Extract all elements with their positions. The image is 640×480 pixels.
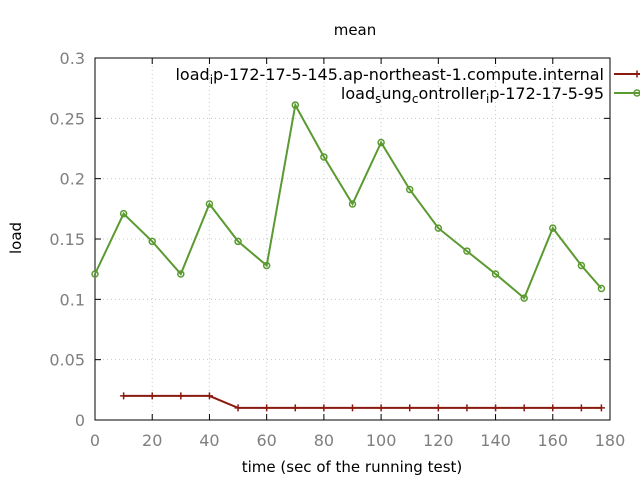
series-line: [123, 394, 602, 409]
series-line: [94, 102, 603, 300]
data-point: [549, 224, 557, 232]
data-point: [291, 101, 300, 109]
data-point: [463, 247, 471, 255]
data-point: [291, 404, 299, 412]
data-point: [349, 404, 356, 412]
data-point: [234, 404, 242, 412]
x-tick-label: 100: [366, 431, 397, 450]
series-2: [91, 101, 606, 302]
y-tick-label: 0.3: [60, 49, 85, 68]
data-point: [262, 261, 271, 270]
data-point: [205, 392, 213, 400]
x-tick-label: 120: [423, 431, 454, 450]
y-tick-label: 0.15: [49, 230, 85, 249]
data-point: [577, 404, 585, 412]
data-point: [597, 404, 605, 412]
data-point: [119, 209, 128, 218]
x-tick-label: 40: [199, 431, 219, 450]
data-point: [463, 404, 471, 412]
series-1: [120, 392, 605, 412]
data-point: [320, 404, 328, 412]
data-point: [597, 284, 606, 293]
data-point: [177, 270, 185, 278]
data-point: [577, 261, 586, 270]
data-point: [406, 404, 414, 412]
data-point: [91, 270, 99, 278]
data-point: [148, 237, 156, 246]
legend-swatch-marker: [633, 70, 640, 78]
legend-label: loadip-172-17-5-145.ap-northeast-1.compu…: [175, 65, 604, 87]
data-point: [320, 153, 328, 161]
data-point: [520, 404, 528, 412]
data-point: [492, 404, 500, 412]
data-point: [491, 270, 500, 278]
data-point: [434, 404, 442, 412]
data-point: [205, 200, 214, 208]
legend: loadip-172-17-5-145.ap-northeast-1.compu…: [175, 65, 640, 106]
x-axis-title: time (sec of the running test): [242, 458, 463, 476]
axis-layer: [94, 57, 611, 421]
y-tick-label: 0.25: [49, 109, 85, 128]
chart-title: mean: [334, 21, 377, 39]
data-point: [549, 404, 557, 412]
data-point: [120, 392, 128, 400]
y-tick-label: 0.1: [60, 290, 85, 309]
y-tick-label: 0.2: [60, 170, 85, 189]
y-tick-label: 0.05: [49, 351, 85, 370]
x-tick-label: 0: [90, 431, 100, 450]
y-tick-label: 0: [75, 411, 85, 430]
x-tick-label: 60: [256, 431, 276, 450]
legend-entry-2: loadsungcontrollerip-172-17-5-95: [341, 84, 640, 106]
plot-frame: [94, 57, 611, 421]
grid-layer: [95, 58, 610, 420]
data-point: [377, 138, 385, 147]
data-point: [148, 392, 156, 400]
data-point: [434, 224, 443, 232]
x-tick-label: 140: [480, 431, 511, 450]
legend-entry-1: loadip-172-17-5-145.ap-northeast-1.compu…: [175, 65, 640, 87]
data-point: [377, 404, 385, 412]
data-point: [405, 185, 414, 194]
x-tick-label: 180: [595, 431, 626, 450]
data-point: [263, 404, 271, 412]
data-point: [348, 200, 357, 208]
data-point: [520, 294, 528, 302]
legend-label: loadsungcontrollerip-172-17-5-95: [341, 84, 604, 106]
data-point: [234, 237, 242, 246]
x-tick-label: 20: [142, 431, 162, 450]
x-tick-label: 80: [314, 431, 334, 450]
y-axis-title: load: [7, 222, 25, 254]
x-tick-label: 160: [538, 431, 569, 450]
tick-layer: 0 20 40 60 80 100 120 140 160 180 0 0.05 0.1 0.15 0.2 0…: [49, 49, 625, 450]
data-point: [177, 392, 185, 400]
legend-swatch-marker: [633, 89, 640, 97]
series-layer: [91, 101, 606, 412]
